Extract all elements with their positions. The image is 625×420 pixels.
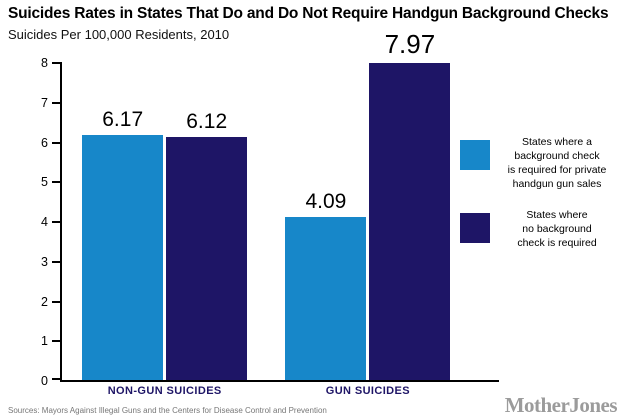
legend-label: States where a background check is requi… [507,136,607,190]
y-tick-mark [52,260,60,263]
legend-swatch-navy [460,213,490,244]
bar-value-label: 6.12 [186,109,228,133]
y-tick-mark [52,181,60,184]
x-axis-label: NON-GUN SUICIDES [107,385,222,397]
legend-label: States where no background check is requ… [517,209,597,250]
chart-subtitle: Suicides Per 100,000 Residents, 2010 [8,27,230,42]
sources-text: Sources: Mayors Against Illegal Guns and… [8,406,327,415]
y-tick-label: 4 [41,215,48,229]
y-tick-mark [52,300,60,303]
y-tick-mark [52,378,60,380]
bar [285,217,367,380]
y-tick-label: 6 [41,135,48,150]
y-tick-label: 2 [41,294,48,309]
legend-swatch-blue [460,140,490,170]
bar [166,136,248,380]
legend-item-background-check-required: States where a background check is requi… [460,136,622,191]
y-tick-mark [52,340,60,343]
y-tick-label: 7 [41,95,48,110]
y-tick-mark [52,141,60,144]
legend-item-no-background-check: States where no background check is requ… [460,209,622,251]
mother-jones-logo: MotherJones [504,393,618,417]
bar-value-label: 6.17 [102,107,144,131]
bar-value-label: 7.97 [384,29,436,60]
y-tick-mark [52,62,60,64]
legend: States where a background check is requi… [460,136,622,269]
y-tick-label: 8 [41,56,48,70]
bar [369,63,451,380]
y-tick-label: 3 [41,254,48,269]
bar [82,134,164,380]
bar-value-label: 4.09 [305,190,347,214]
y-tick-mark [52,101,60,104]
y-tick-label: 0 [41,374,48,388]
chart-title: Suicides Rates in States That Do and Do … [8,5,609,22]
x-axis-label: GUN SUICIDES [325,385,411,397]
plot-area: 0 1 2 3 4 5 6 7 8 6.17 6.12 NON-GUN SUICIDES 4.09 7.9… [41,29,499,397]
y-tick-label: 5 [41,175,48,190]
y-tick-mark [52,221,60,223]
y-tick-label: 1 [41,334,48,349]
